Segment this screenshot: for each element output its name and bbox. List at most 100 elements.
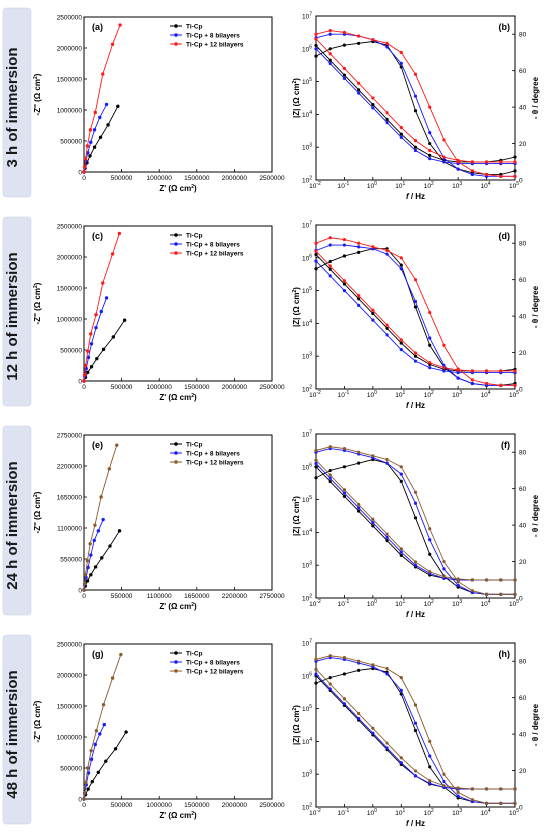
legend-label: Ti-Cp + 12 bilayers xyxy=(186,459,244,466)
x-tick-label: 1000000 xyxy=(147,384,173,391)
phase-point xyxy=(428,527,432,531)
x-tick-label: 102 xyxy=(424,599,434,608)
y-tick-label: 1500000 xyxy=(57,286,83,293)
modulus-point xyxy=(385,111,389,115)
modulus-point xyxy=(314,672,318,676)
phase-point xyxy=(484,801,489,805)
y-tick-label: 106 xyxy=(302,44,312,53)
data-point xyxy=(106,123,110,127)
phase-point xyxy=(342,237,347,242)
modulus-point xyxy=(385,532,389,536)
plot-frame xyxy=(83,434,273,591)
x-tick-label: 10-1 xyxy=(338,181,350,190)
modulus-point xyxy=(442,366,446,370)
phase-point xyxy=(328,445,332,449)
y-tick-label: 1000000 xyxy=(57,317,83,324)
data-point xyxy=(101,347,106,352)
data-point xyxy=(89,332,93,336)
phase-line xyxy=(315,41,516,175)
data-point xyxy=(99,309,103,314)
phase-point xyxy=(513,169,517,173)
data-point xyxy=(104,102,109,107)
data-point xyxy=(94,729,99,733)
y-tick-label: 0 xyxy=(78,379,82,386)
y2-tick-label: 20 xyxy=(519,559,527,566)
data-point xyxy=(82,373,87,377)
legend-label: Ti-Cp xyxy=(186,232,203,239)
modulus-point xyxy=(513,155,517,159)
y-tick-label: 104 xyxy=(302,528,312,537)
phase-point xyxy=(442,772,446,776)
modulus-point xyxy=(428,153,432,157)
phase-point xyxy=(385,461,389,465)
y2-tick-label: 60 xyxy=(519,486,527,493)
modulus-point xyxy=(413,769,418,773)
x-axis-label: Z' (Ω cm2) xyxy=(159,184,197,193)
phase-point xyxy=(428,552,432,556)
data-point xyxy=(82,797,86,801)
modulus-point xyxy=(442,369,446,373)
data-point xyxy=(110,676,115,680)
phase-point xyxy=(456,794,460,798)
row-1: 3 h of immersion005000005000001000000100… xyxy=(2,7,540,202)
legend-label: Ti-Cp + 8 bilayers xyxy=(186,450,240,457)
x-tick-label: 105 xyxy=(509,181,519,190)
phase-point xyxy=(484,381,489,386)
nyquist-plot: 00 500000 500000 1000000 1000000 1500000 15000… xyxy=(33,15,285,194)
y-tick-label: 105 xyxy=(302,704,312,713)
y2-axis-label: - θ / degree xyxy=(531,285,540,328)
modulus-point xyxy=(470,160,474,164)
phase-point xyxy=(399,263,403,267)
y-tick-label: 1100000 xyxy=(57,526,82,533)
x-tick-label: 105 xyxy=(509,390,519,399)
bode-plot: 10-2 10-1 100 101 102 103 104 105 102 103 104 105 10… xyxy=(292,12,540,202)
y2-tick-label: 0 xyxy=(519,596,523,603)
modulus-point xyxy=(314,252,318,257)
modulus-point xyxy=(442,160,446,164)
row-label-box xyxy=(2,634,32,825)
modulus-point xyxy=(314,259,318,263)
modulus-point xyxy=(314,37,318,41)
x-tick-label: 1100000 xyxy=(147,593,172,600)
modulus-point xyxy=(357,81,361,85)
legend-marker xyxy=(174,651,178,655)
modulus-point xyxy=(314,667,318,671)
x-tick-label: 2000000 xyxy=(222,802,248,809)
modulus-line xyxy=(315,45,516,163)
modulus-point xyxy=(342,494,347,498)
phase-line xyxy=(315,244,515,386)
phase-point xyxy=(413,501,418,505)
data-point xyxy=(110,252,115,256)
phase-point xyxy=(442,343,446,347)
phase-point xyxy=(342,465,347,469)
phase-point xyxy=(385,41,389,45)
y-tick-label: 104 xyxy=(302,319,312,328)
modulus-point xyxy=(470,369,474,373)
modulus-point xyxy=(442,155,446,159)
phase-point xyxy=(357,461,361,465)
y-tick-label: 1500000 xyxy=(57,704,83,711)
modulus-point xyxy=(357,91,361,95)
modulus-point xyxy=(371,726,375,730)
nyquist-plot: 00 550000 550000 1100000 1100000 1650000 16500… xyxy=(33,433,285,612)
data-point xyxy=(86,349,90,353)
y2-tick-label: 80 xyxy=(519,659,527,666)
series-line xyxy=(83,24,121,173)
modulus-point xyxy=(399,338,403,342)
phase-point xyxy=(328,28,332,33)
data-point xyxy=(83,157,88,161)
data-point xyxy=(88,154,92,158)
modulus-point xyxy=(357,711,361,716)
phase-point xyxy=(357,241,361,245)
y-tick-label: 107 xyxy=(302,12,312,21)
phase-point xyxy=(342,43,347,47)
data-point xyxy=(82,165,87,169)
panel-label: (c) xyxy=(92,231,103,241)
modulus-point xyxy=(428,781,432,785)
legend-label: Ti-Cp xyxy=(186,23,203,30)
legend-marker xyxy=(174,669,178,673)
data-point xyxy=(95,356,99,361)
row-2: 12 h of immersion00500000500000100000010… xyxy=(2,216,540,410)
phase-point xyxy=(328,654,332,658)
bode-plot: 10-2 10-1 100 101 102 103 104 105 102 103 104 105 10… xyxy=(292,639,540,829)
